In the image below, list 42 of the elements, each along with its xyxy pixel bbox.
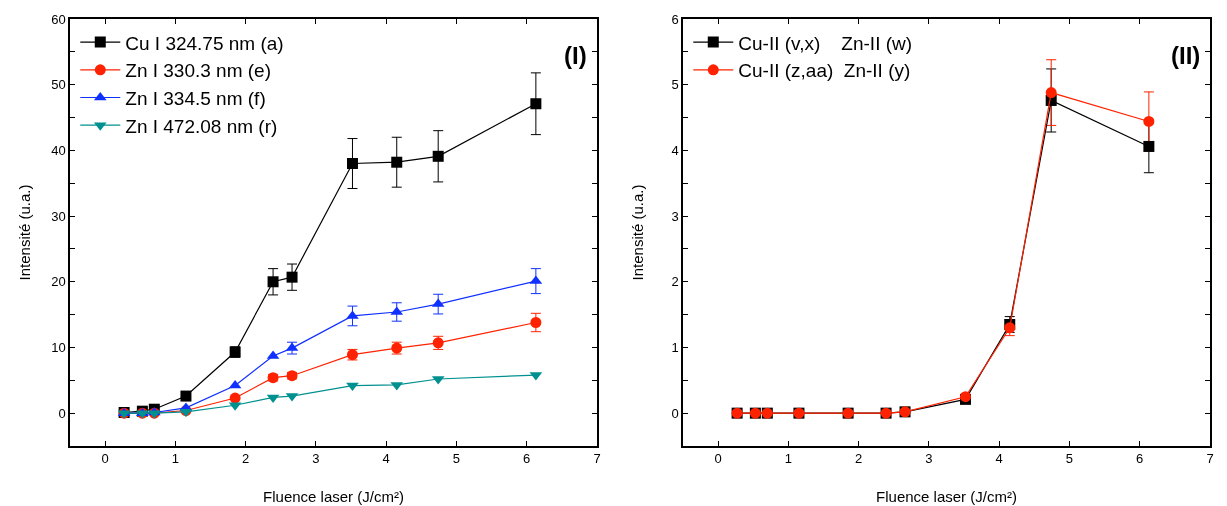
x-tick-label: 3 (312, 451, 320, 467)
x-tick-label: 4 (995, 451, 1003, 467)
legend-label: Zn I 334.5 nm (f) (125, 87, 266, 109)
y-axis-title: Intensité (u.a.) (15, 184, 33, 281)
y-tick-label: 40 (51, 142, 66, 158)
x-tick-label: 3 (925, 451, 933, 467)
y-tick-label: 10 (51, 340, 66, 356)
x-tick-label: 4 (382, 451, 390, 467)
x-tick-label: 2 (855, 451, 863, 467)
annotation: (II) (1171, 42, 1201, 69)
y-tick-label: 0 (58, 405, 66, 421)
y-tick-label: 2 (671, 274, 679, 290)
x-tick-label: 7 (1206, 451, 1214, 467)
legend-label: Cu-II (z,aa) Zn-II (y) (738, 60, 911, 82)
y-tick-label: 0 (671, 405, 679, 421)
y-tick-label: 50 (51, 77, 66, 93)
x-axis-title: Fluence laser (J/cm²) (876, 487, 1017, 505)
legend-label: Zn I 330.3 nm (e) (125, 60, 271, 82)
x-tick-label: 1 (171, 451, 180, 467)
y-tick-label: 60 (51, 11, 66, 27)
x-tick-label: 5 (452, 451, 461, 467)
legend-label: Zn I 472.08 nm (r) (125, 115, 278, 137)
y-tick-label: 20 (51, 274, 66, 290)
x-tick-label: 0 (714, 451, 722, 467)
y-tick-label: 6 (671, 11, 679, 27)
legend-label: Cu I 324.75 nm (a) (125, 32, 284, 54)
y-axis-title: Intensité (u.a.) (628, 184, 646, 281)
y-tick-label: 4 (671, 142, 679, 158)
annotation: (I) (564, 42, 587, 69)
x-tick-label: 6 (1136, 451, 1144, 467)
y-tick-label: 30 (51, 208, 66, 224)
x-tick-label: 0 (101, 451, 109, 467)
y-tick-label: 1 (671, 340, 679, 356)
legend-label: Cu-II (v,x) Zn-II (w) (738, 32, 913, 54)
y-tick-label: 5 (671, 77, 679, 93)
x-tick-label: 6 (523, 451, 531, 467)
x-axis-title: Fluence laser (J/cm²) (263, 487, 404, 505)
x-tick-label: 2 (242, 451, 250, 467)
x-tick-label: 1 (784, 451, 793, 467)
x-tick-label: 7 (593, 451, 601, 467)
x-tick-label: 5 (1065, 451, 1074, 467)
y-tick-label: 3 (671, 208, 679, 224)
